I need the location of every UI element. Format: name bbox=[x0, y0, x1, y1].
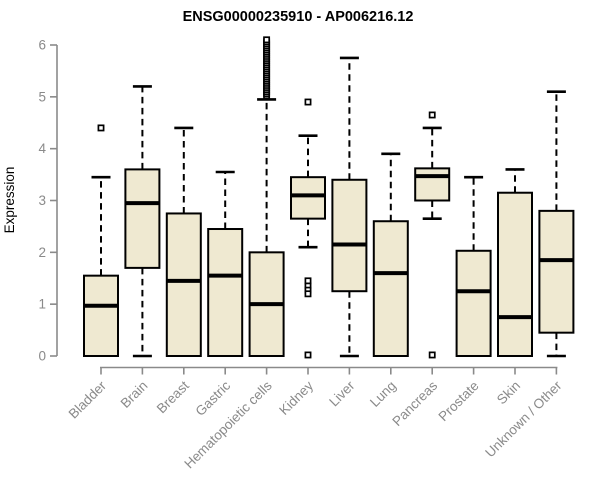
y-tick-label: 4 bbox=[38, 141, 46, 156]
chart-title: ENSG00000235910 - AP006216.12 bbox=[183, 9, 414, 25]
box-group-kidney bbox=[290, 98, 326, 359]
iqr-box bbox=[165, 212, 202, 357]
y-tick-label: 2 bbox=[38, 245, 46, 260]
y-tick-label: 0 bbox=[38, 349, 46, 364]
outlier-point bbox=[304, 351, 312, 359]
iqr-box bbox=[124, 168, 161, 269]
outlier-point bbox=[428, 351, 436, 359]
y-tick-label: 1 bbox=[38, 297, 46, 312]
iqr-box bbox=[497, 191, 533, 357]
iqr-box bbox=[331, 178, 368, 293]
iqr-box bbox=[207, 228, 244, 357]
outlier-point bbox=[97, 124, 105, 132]
outlier-point bbox=[428, 111, 436, 119]
x-tick-label: Kidney bbox=[276, 378, 316, 418]
x-tick-label: Pancreas bbox=[389, 378, 440, 429]
x-tick-label: Skin bbox=[494, 378, 523, 407]
box-group-hematopoietic-cells bbox=[248, 36, 285, 357]
x-tick-label: Prostate bbox=[436, 378, 482, 424]
x-tick-label: Liver bbox=[326, 378, 358, 410]
box-group-prostate bbox=[455, 175, 492, 357]
box-group-liver bbox=[331, 56, 368, 358]
iqr-box bbox=[538, 209, 575, 334]
box-group-unknown-other bbox=[538, 90, 575, 358]
iqr-box bbox=[83, 274, 119, 357]
box-group-skin bbox=[497, 168, 533, 357]
iqr-box bbox=[372, 220, 409, 357]
box-group-bladder bbox=[83, 124, 119, 357]
x-tick-label: Lung bbox=[367, 378, 399, 410]
outlier-point bbox=[263, 36, 271, 44]
x-tick-label: Breast bbox=[154, 378, 192, 416]
iqr-box bbox=[290, 176, 326, 220]
x-tick-label: Gastric bbox=[192, 378, 233, 419]
box-group-pancreas bbox=[414, 111, 451, 359]
outlier-point bbox=[304, 290, 312, 298]
y-axis-title: Expression bbox=[2, 167, 17, 234]
box-group-lung bbox=[372, 152, 409, 357]
y-tick-label: 3 bbox=[38, 193, 46, 208]
outlier-point bbox=[304, 98, 312, 106]
x-tick-label: Bladder bbox=[66, 378, 110, 422]
box-group-brain bbox=[124, 85, 161, 358]
x-tick-label: Unknown / Other bbox=[482, 378, 565, 461]
box-group-breast bbox=[165, 126, 202, 357]
y-tick-label: 6 bbox=[38, 38, 46, 53]
x-tick-label: Brain bbox=[118, 378, 151, 411]
iqr-box bbox=[414, 167, 451, 202]
box-group-gastric bbox=[207, 170, 244, 357]
box-series bbox=[83, 36, 575, 359]
y-tick-label: 5 bbox=[38, 89, 46, 104]
iqr-box bbox=[455, 249, 492, 357]
